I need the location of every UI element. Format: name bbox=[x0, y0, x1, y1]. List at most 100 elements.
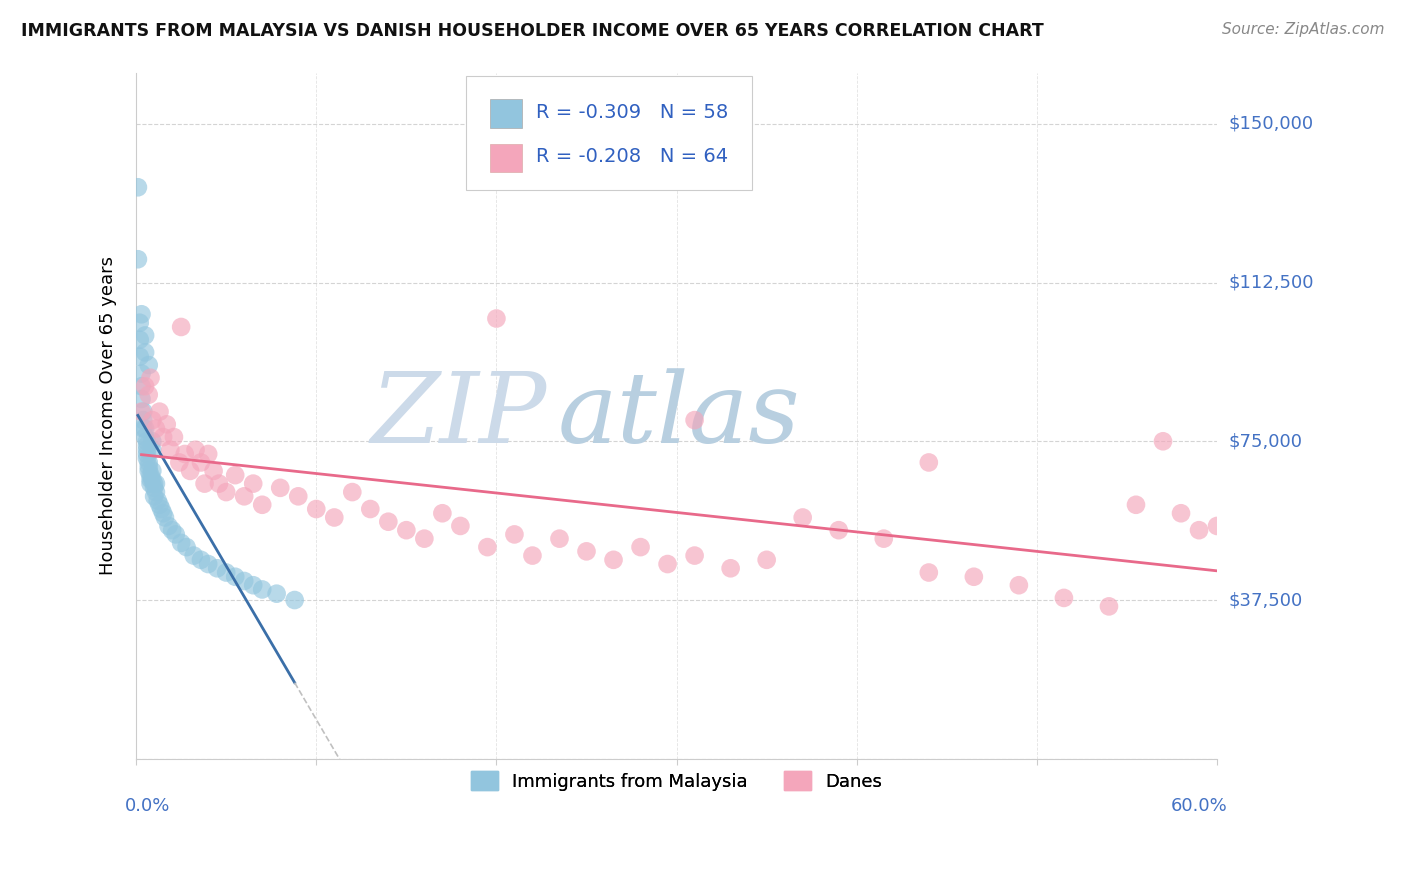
Point bbox=[720, 561, 742, 575]
FancyBboxPatch shape bbox=[465, 77, 752, 190]
Point bbox=[522, 549, 544, 563]
Point bbox=[152, 506, 174, 520]
Text: ZIP: ZIP bbox=[371, 368, 547, 464]
Point bbox=[602, 553, 624, 567]
Point bbox=[449, 519, 471, 533]
Point bbox=[134, 421, 156, 435]
Point bbox=[342, 485, 364, 500]
Point bbox=[215, 485, 238, 500]
Point bbox=[132, 404, 155, 418]
Point bbox=[173, 447, 195, 461]
Legend: Immigrants from Malaysia, Danes: Immigrants from Malaysia, Danes bbox=[464, 764, 890, 797]
Point bbox=[323, 510, 346, 524]
Point bbox=[127, 180, 149, 194]
FancyBboxPatch shape bbox=[489, 144, 522, 172]
Point bbox=[224, 570, 246, 584]
Point bbox=[139, 476, 162, 491]
Point bbox=[184, 442, 207, 457]
Point bbox=[131, 367, 153, 381]
Point bbox=[918, 455, 941, 469]
Point bbox=[157, 519, 180, 533]
Point bbox=[477, 540, 499, 554]
Text: atlas: atlas bbox=[558, 368, 800, 464]
Point bbox=[141, 464, 163, 478]
Point bbox=[138, 459, 160, 474]
Point bbox=[1170, 506, 1192, 520]
Point bbox=[159, 442, 181, 457]
Point bbox=[145, 476, 167, 491]
Point bbox=[141, 434, 163, 449]
Point bbox=[657, 557, 679, 571]
Text: R = -0.208   N = 64: R = -0.208 N = 64 bbox=[536, 147, 728, 166]
Point bbox=[1152, 434, 1174, 449]
Point bbox=[138, 464, 160, 478]
Point bbox=[146, 493, 169, 508]
Point bbox=[242, 476, 264, 491]
FancyBboxPatch shape bbox=[489, 99, 522, 128]
Point bbox=[131, 307, 153, 321]
Text: $75,000: $75,000 bbox=[1229, 433, 1302, 450]
Point bbox=[190, 553, 212, 567]
Point bbox=[179, 464, 201, 478]
Point bbox=[152, 430, 174, 444]
Point bbox=[252, 498, 274, 512]
Point bbox=[205, 561, 228, 575]
Text: R = -0.309   N = 58: R = -0.309 N = 58 bbox=[536, 103, 728, 121]
Point bbox=[134, 430, 156, 444]
Point bbox=[170, 536, 193, 550]
Point bbox=[138, 388, 160, 402]
Point bbox=[413, 532, 436, 546]
Point bbox=[197, 557, 219, 571]
Point bbox=[176, 540, 198, 554]
Point bbox=[755, 553, 778, 567]
Point bbox=[215, 566, 238, 580]
Point bbox=[287, 489, 309, 503]
Point bbox=[148, 498, 170, 512]
Point bbox=[134, 345, 156, 359]
Point bbox=[1008, 578, 1031, 592]
Point bbox=[377, 515, 399, 529]
Point bbox=[432, 506, 454, 520]
Point bbox=[242, 578, 264, 592]
Point bbox=[141, 442, 163, 457]
Point bbox=[266, 587, 288, 601]
Point bbox=[143, 481, 166, 495]
Point bbox=[145, 421, 167, 435]
Point bbox=[153, 510, 176, 524]
Text: 0.0%: 0.0% bbox=[125, 797, 170, 814]
Point bbox=[1053, 591, 1076, 605]
Point bbox=[269, 481, 291, 495]
Text: Source: ZipAtlas.com: Source: ZipAtlas.com bbox=[1222, 22, 1385, 37]
Point bbox=[138, 455, 160, 469]
Point bbox=[135, 442, 157, 457]
Point bbox=[143, 489, 166, 503]
Point bbox=[193, 476, 215, 491]
Text: $37,500: $37,500 bbox=[1229, 591, 1302, 609]
Point bbox=[828, 523, 851, 537]
Point bbox=[138, 358, 160, 372]
Point bbox=[548, 532, 571, 546]
Point bbox=[208, 476, 231, 491]
Point bbox=[873, 532, 896, 546]
Point bbox=[131, 392, 153, 406]
Text: $150,000: $150,000 bbox=[1229, 115, 1313, 133]
Point bbox=[141, 413, 163, 427]
Point bbox=[128, 316, 150, 330]
Point bbox=[139, 371, 162, 385]
Point bbox=[233, 574, 256, 588]
Text: IMMIGRANTS FROM MALAYSIA VS DANISH HOUSEHOLDER INCOME OVER 65 YEARS CORRELATION : IMMIGRANTS FROM MALAYSIA VS DANISH HOUSE… bbox=[21, 22, 1043, 40]
Point bbox=[918, 566, 941, 580]
Point bbox=[148, 404, 170, 418]
Point bbox=[156, 417, 179, 432]
Point bbox=[160, 523, 183, 537]
Point bbox=[284, 593, 307, 607]
Point bbox=[127, 252, 149, 267]
Point bbox=[128, 350, 150, 364]
Point bbox=[135, 434, 157, 449]
Point bbox=[630, 540, 652, 554]
Point bbox=[131, 379, 153, 393]
Point bbox=[683, 549, 706, 563]
Point bbox=[485, 311, 508, 326]
Point bbox=[141, 472, 163, 486]
Point bbox=[1188, 523, 1211, 537]
